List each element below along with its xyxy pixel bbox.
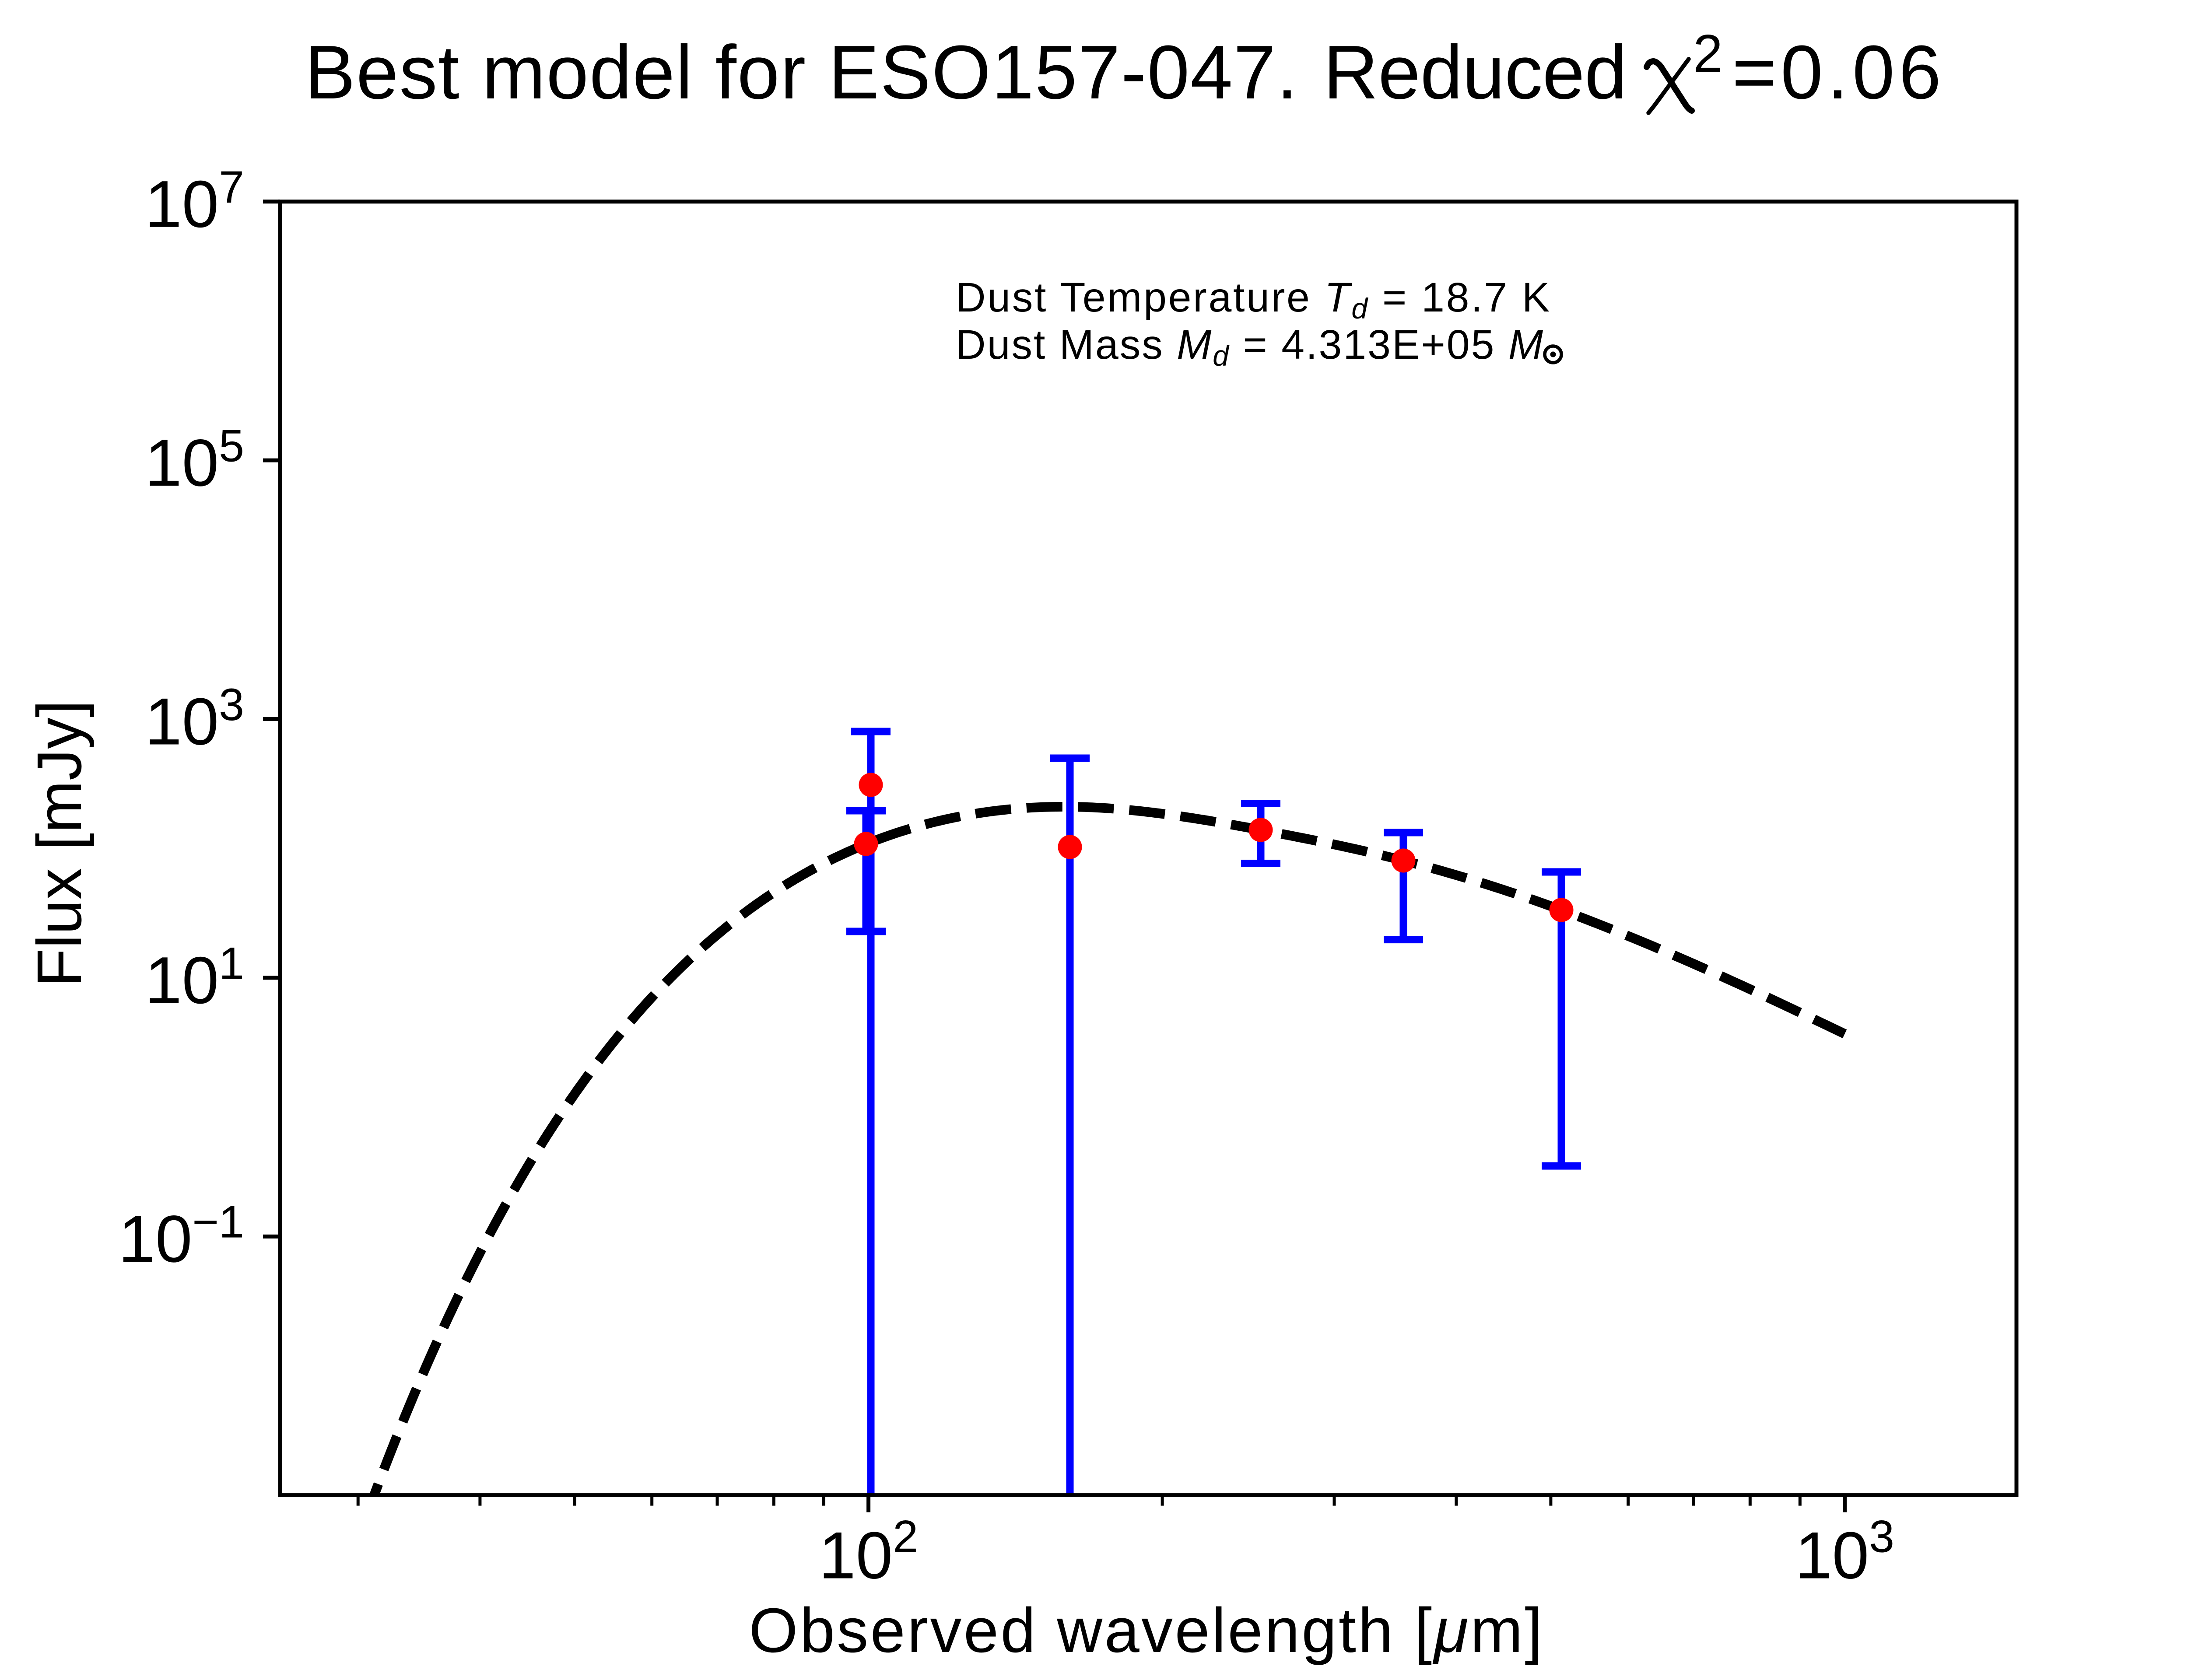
svg-text:103: 103 [145,679,244,759]
svg-text:Observed wavelength [μm]: Observed wavelength [μm] [749,1595,1544,1666]
svg-text:Dust Mass Md = 4.313E+05 M: Dust Mass Md = 4.313E+05 M [956,322,1544,372]
svg-text:105: 105 [145,421,244,500]
svg-text:Best model for ESO157-047.: Best model for ESO157-047. [305,29,1298,115]
svg-text:103: 103 [1795,1512,1894,1593]
svg-text:102: 102 [819,1512,918,1593]
svg-text:2: 2 [1693,24,1723,83]
svg-text:Flux [mJy]: Flux [mJy] [24,700,95,987]
svg-text:=0.06: =0.06 [1732,29,1945,115]
svg-text:10−1: 10−1 [118,1197,244,1277]
svg-text:101: 101 [145,938,244,1018]
svg-text:107: 107 [145,162,244,242]
svg-text:Dust Temperature Td = 18.7 K: Dust Temperature Td = 18.7 K [956,274,1551,325]
svg-text:Reduced: Reduced [1323,29,1627,115]
